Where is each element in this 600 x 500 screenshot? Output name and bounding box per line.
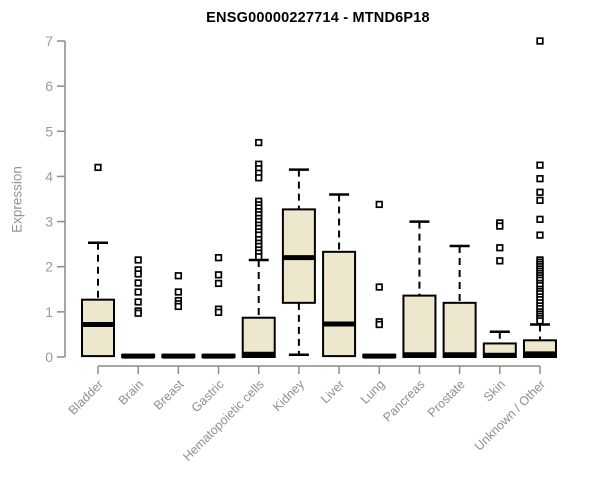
box-prostate bbox=[442, 301, 477, 359]
x-tick-label: Kidney bbox=[270, 377, 307, 414]
outlier-point bbox=[94, 163, 102, 172]
outlier-point bbox=[134, 279, 142, 287]
outlier-point bbox=[496, 257, 504, 265]
outlier-point bbox=[496, 244, 504, 252]
y-tick-label: 2 bbox=[45, 259, 53, 275]
outlier-point bbox=[134, 288, 142, 296]
y-tick-label: 1 bbox=[45, 304, 53, 320]
y-tick-label: 4 bbox=[45, 168, 53, 184]
y-tick-label: 0 bbox=[45, 349, 53, 365]
outlier-point bbox=[214, 279, 223, 288]
outlier-point bbox=[536, 215, 544, 223]
outlier-point bbox=[536, 175, 544, 183]
outlier-point bbox=[214, 308, 223, 316]
y-tick-label: 5 bbox=[45, 123, 53, 139]
outlier-point bbox=[134, 309, 142, 317]
x-tick-label: Prostate bbox=[425, 377, 468, 420]
box-bladder bbox=[81, 298, 115, 358]
x-tick-label: Brain bbox=[116, 377, 147, 408]
x-tick-label: Liver bbox=[318, 377, 347, 406]
box-hematopoietic-cells bbox=[241, 316, 276, 358]
outlier-point bbox=[536, 188, 544, 196]
outlier-point bbox=[214, 254, 223, 262]
outlier-point bbox=[134, 256, 142, 264]
y-tick-label: 3 bbox=[45, 214, 53, 230]
outlier-point bbox=[536, 196, 544, 205]
outlier-point bbox=[174, 272, 183, 280]
outlier-point bbox=[134, 270, 142, 278]
outlier-point bbox=[214, 271, 223, 279]
outlier-point bbox=[255, 174, 263, 182]
outlier-point bbox=[536, 231, 544, 239]
outlier-point bbox=[255, 138, 263, 147]
x-tick-label: Skin bbox=[481, 377, 508, 404]
box-pancreas bbox=[402, 294, 437, 358]
y-tick-label: 7 bbox=[45, 33, 53, 49]
outlier-point bbox=[536, 317, 544, 325]
x-tick-label: Bladder bbox=[66, 377, 106, 417]
outlier-point bbox=[134, 298, 142, 306]
outlier-point bbox=[536, 37, 544, 45]
outlier-point bbox=[536, 161, 544, 169]
outlier-point bbox=[174, 302, 183, 311]
x-tick-label: Lung bbox=[358, 377, 388, 407]
x-tick-label: Pancreas bbox=[380, 377, 427, 424]
outlier-point bbox=[255, 253, 263, 261]
x-tick-label: Breast bbox=[151, 377, 187, 413]
outlier-point bbox=[375, 283, 383, 291]
x-tick-label: Unknown / Other bbox=[472, 377, 548, 453]
y-tick-label: 6 bbox=[45, 78, 53, 94]
x-tick-label: Gastric bbox=[189, 377, 227, 415]
box-liver bbox=[322, 250, 357, 358]
outlier-point bbox=[375, 320, 383, 329]
chart-title: ENSG00000227714 - MTND6P18 bbox=[206, 10, 430, 26]
outlier-point bbox=[375, 200, 383, 209]
outlier-point bbox=[496, 222, 504, 230]
outlier-point bbox=[174, 288, 183, 296]
